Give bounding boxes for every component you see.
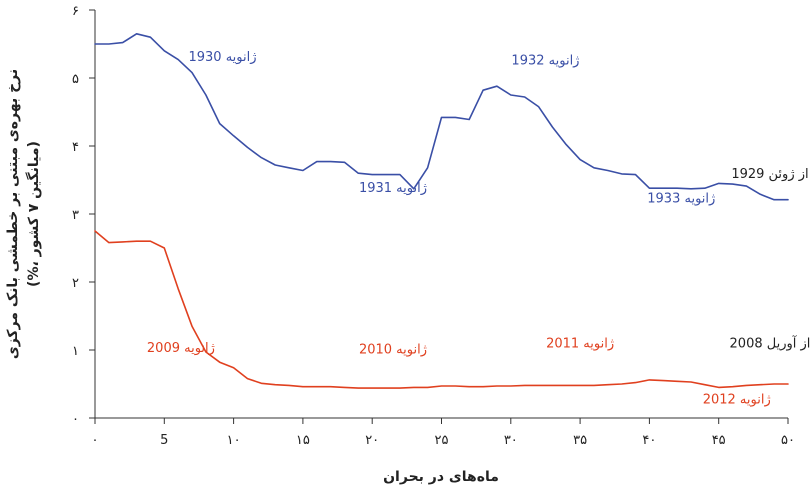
y-tick-label: ۴ — [72, 140, 79, 155]
axes — [94, 10, 788, 419]
x-tick-label: ۴۰ — [642, 433, 656, 448]
x-ticks: ۰ 5 ۱۰ ۱۵ ۲۰ ۲۵ ۳۰ ۳۵ ۴۰ ۴۵ ۵۰ — [92, 418, 795, 448]
annotation-label: ژانویه 1932 — [511, 53, 579, 68]
annotation-label: ژانویه 2010 — [359, 342, 427, 357]
series-line-2 — [94, 230, 789, 389]
x-tick-label: ۳۰ — [504, 433, 518, 448]
annotations: ژانویه 1930 ژانویه 1932 ژانویه 1931 ژانویه … — [147, 50, 810, 408]
x-tick-label: ۲۵ — [435, 433, 449, 448]
y-tick-label: ۱ — [72, 344, 79, 359]
x-tick-label: ۰ — [92, 433, 99, 448]
series-lines — [94, 32, 789, 389]
annotation-label: ژانویه 2012 — [703, 393, 771, 408]
annotation-label: ژانویه 1931 — [359, 181, 427, 196]
annotation-label: ژانویه 1933 — [647, 191, 715, 206]
annotation-label: ژانویه 2011 — [546, 336, 614, 351]
y-axis-title-group: نرخ بهره‌ی مبتنی بر خطمشی بانک مرکزی — [5, 69, 21, 359]
annotation-label: ژانویه 2009 — [147, 341, 215, 356]
y-axis-title: نرخ بهره‌ی مبتنی بر خطمشی بانک مرکزی — [5, 69, 21, 359]
annotation-label: از ژوئن 1929 — [731, 167, 808, 182]
x-tick-label: ۱۵ — [296, 433, 310, 448]
x-tick-label: ۳۵ — [573, 433, 587, 448]
x-tick-label: 5 — [160, 433, 168, 448]
y-tick-label: ۵ — [72, 72, 79, 87]
x-tick-label: ۲۰ — [365, 433, 379, 448]
y-axis-subtitle-group: (%، میانگین ۷ کشور) — [25, 141, 42, 287]
series-line-1 — [94, 32, 789, 201]
x-tick-label: ۴۵ — [712, 433, 726, 448]
y-tick-label: ۰ — [72, 412, 79, 427]
annotation-label: از آوریل 2008 — [730, 334, 810, 351]
y-tick-label: ۶ — [72, 4, 79, 19]
y-ticks: ۰ ۱ ۲ ۳ ۴ ۵ ۶ — [72, 4, 95, 427]
y-axis-subtitle: (%، میانگین ۷ کشور) — [25, 141, 42, 287]
y-tick-label: ۳ — [72, 208, 79, 223]
x-tick-label: ۱۰ — [227, 433, 241, 448]
annotation-label: ژانویه 1930 — [188, 50, 256, 65]
y-tick-label: ۲ — [72, 276, 79, 291]
x-tick-label: ۵۰ — [781, 433, 795, 448]
x-axis-title: ماه‌های در بحران — [383, 469, 499, 485]
